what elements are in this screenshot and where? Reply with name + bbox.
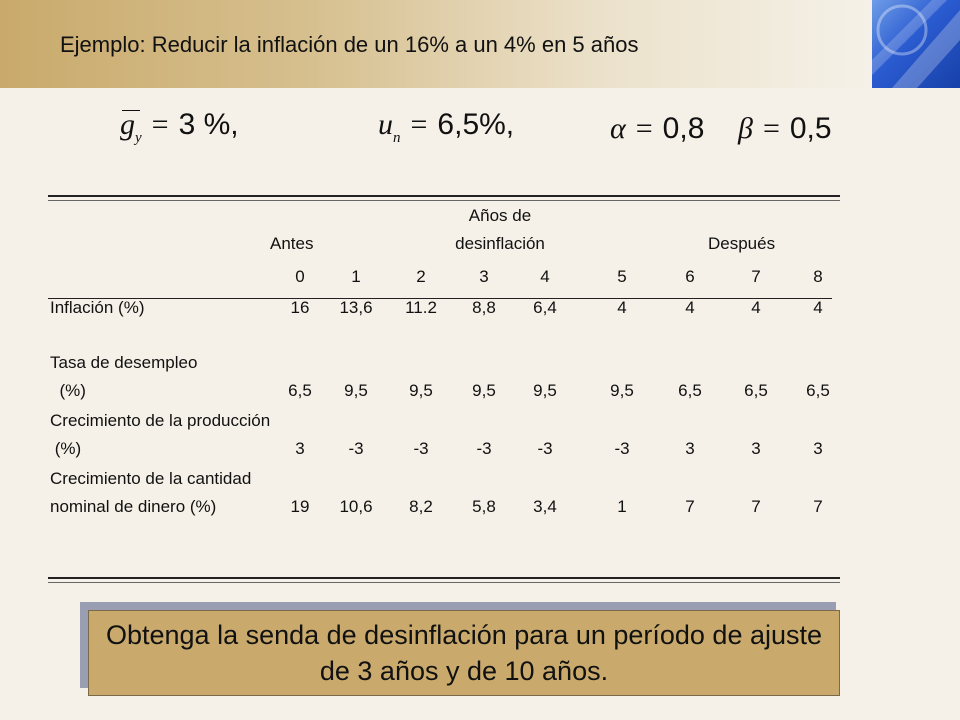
table-cell-r2-c7: 3 (751, 439, 761, 458)
table-bottom-rule (48, 577, 840, 583)
row-label-0-line-0: Inflación (%) (50, 298, 145, 317)
table-cell-r2-c3: -3 (476, 439, 492, 458)
table-cell-r1-c8: 6,5 (806, 381, 830, 400)
year-header-5: 5 (617, 267, 627, 286)
row-label-1-line-1: (%) (50, 381, 86, 400)
table-cell-r2-c5: -3 (614, 439, 630, 458)
table-cell-r1-c5: 9,5 (610, 381, 634, 400)
year-header-1: 1 (351, 267, 361, 286)
table-cell-r1-c2: 9,5 (409, 381, 433, 400)
year-header-0: 0 (295, 267, 305, 286)
table-cell-r0-c0: 16 (290, 298, 310, 317)
table-cell-r0-c3: 8,8 (472, 298, 496, 317)
callout-box: Obtenga la senda de desinflación para un… (88, 610, 840, 696)
table-top-rule (48, 195, 840, 201)
formula-un: un = 6,5%, (378, 108, 515, 146)
formula-alpha: α = 0,8 (610, 112, 705, 145)
table-cell-r1-c4: 9,5 (533, 381, 557, 400)
table-cell-r2-c2: -3 (413, 439, 429, 458)
formula-beta: β = 0,5 (738, 112, 832, 145)
table-cell-r1-c3: 9,5 (472, 381, 496, 400)
table-cell-r0-c1: 13,6 (339, 298, 373, 317)
table-cell-r2-c6: 3 (685, 439, 695, 458)
table-cell-r3-c5: 1 (617, 497, 627, 516)
header-despues: Después (708, 234, 776, 253)
row-label-3-line-0: Crecimiento de la cantidad (50, 469, 252, 488)
year-header-6: 6 (685, 267, 695, 286)
row-label-3-line-1: nominal de dinero (%) (50, 497, 217, 516)
table-cell-r3-c0: 19 (290, 497, 310, 516)
row-label-2-line-0: Crecimiento de la producción (50, 411, 271, 430)
year-header-2: 2 (416, 267, 426, 286)
year-header-7: 7 (751, 267, 761, 286)
table-cell-r2-c1: -3 (348, 439, 364, 458)
row-label-2-line-1: (%) (50, 439, 82, 458)
table-cell-r0-c8: 4 (813, 298, 823, 317)
table-cell-r0-c4: 6,4 (533, 298, 557, 317)
table-cell-r3-c6: 7 (685, 497, 695, 516)
table-header-rule (48, 298, 832, 299)
year-header-8: 8 (813, 267, 823, 286)
header-antes: Antes (270, 234, 314, 253)
header-band (0, 0, 872, 88)
table-cell-r3-c4: 3,4 (533, 497, 557, 516)
table-cell-r0-c5: 4 (617, 298, 627, 317)
header-desinflacion-line1: Años de (468, 206, 532, 225)
table-cell-r2-c4: -3 (537, 439, 553, 458)
table-cell-r1-c0: 6,5 (288, 381, 312, 400)
table-cell-r0-c6: 4 (685, 298, 695, 317)
row-label-1-line-0: Tasa de desempleo (50, 353, 198, 372)
corner-decoration-icon (872, 0, 960, 88)
table-cell-r3-c7: 7 (751, 497, 761, 516)
table-cell-r2-c0: 3 (295, 439, 305, 458)
table-cell-r1-c7: 6,5 (744, 381, 768, 400)
formula-gy: gy = 3 %, (120, 108, 239, 146)
table-cell-r0-c7: 4 (751, 298, 761, 317)
table-cell-r3-c8: 7 (813, 497, 823, 516)
table-cell-r0-c2: 11.2 (405, 298, 437, 317)
table-cell-r1-c6: 6,5 (678, 381, 702, 400)
slide-title: Ejemplo: Reducir la inflación de un 16% … (60, 32, 639, 57)
table-cell-r3-c3: 5,8 (472, 497, 496, 516)
table-cell-r2-c8: 3 (813, 439, 823, 458)
table-cell-r1-c1: 9,5 (344, 381, 368, 400)
table-cell-r3-c1: 10,6 (339, 497, 373, 516)
header-desinflacion-line2: desinflación (455, 234, 545, 253)
year-header-3: 3 (479, 267, 489, 286)
year-header-4: 4 (540, 267, 550, 286)
table-cell-r3-c2: 8,2 (409, 497, 433, 516)
